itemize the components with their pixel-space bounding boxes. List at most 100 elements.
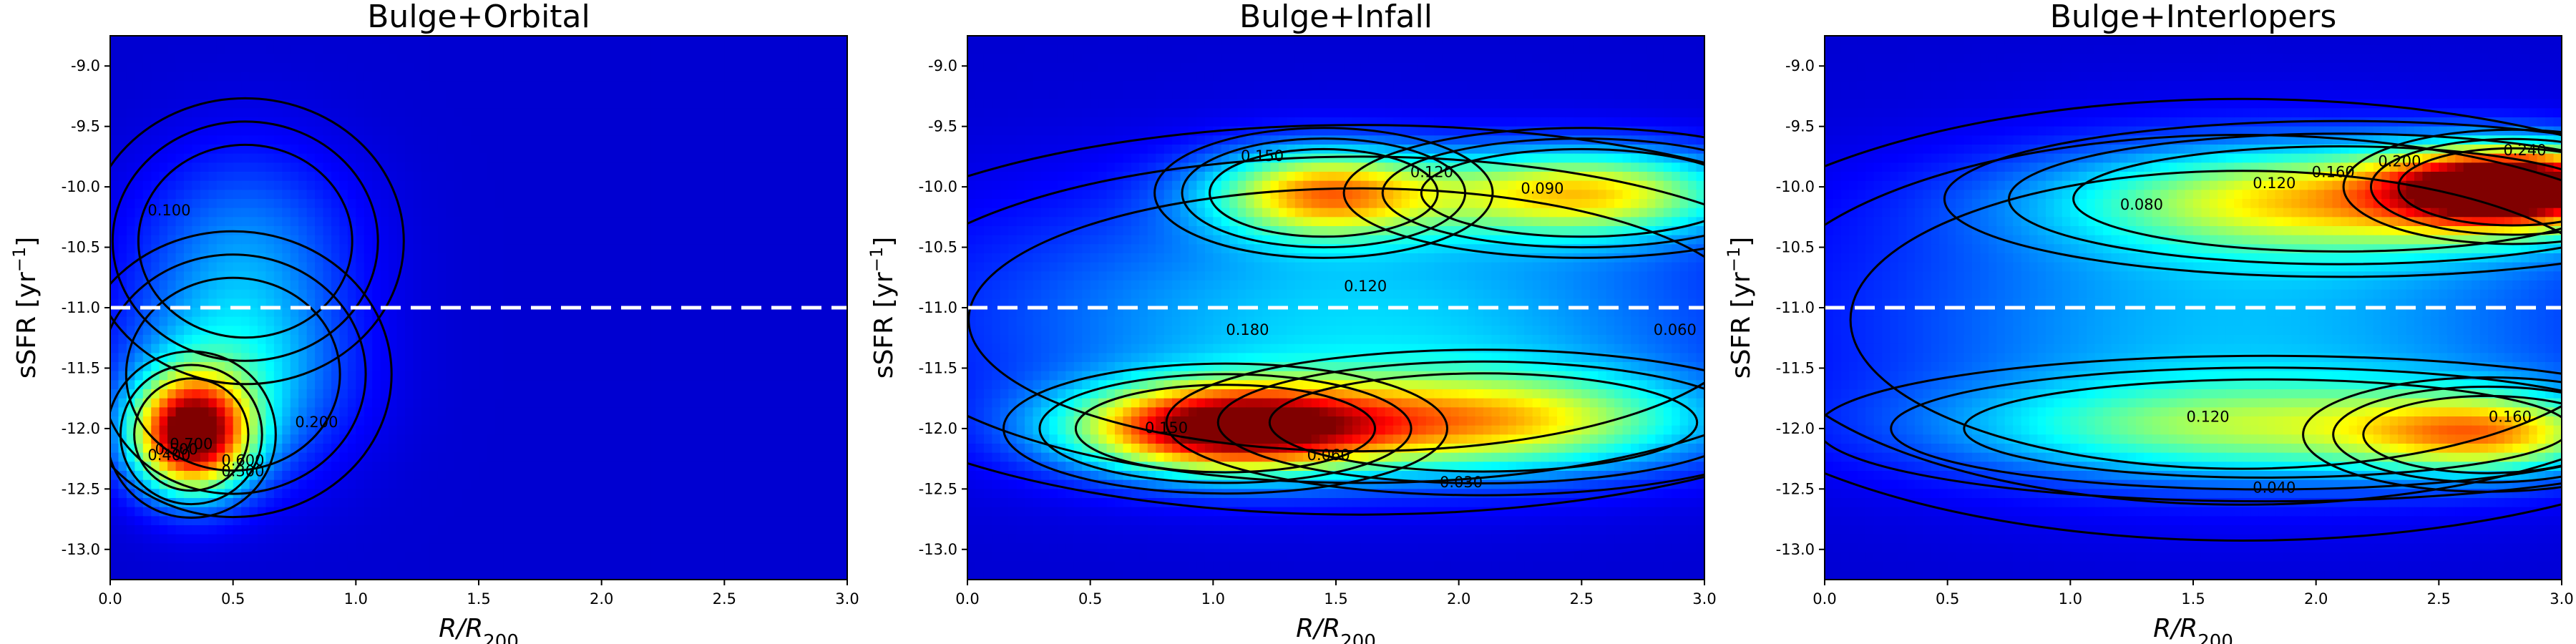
heatmap-cell: [839, 335, 847, 345]
heatmap-cell: [159, 253, 168, 263]
heatmap-cell: [765, 108, 774, 118]
heatmap-cell: [716, 335, 725, 345]
heatmap-cell: [356, 516, 365, 526]
heatmap-cell: [503, 126, 512, 136]
heatmap-cell: [683, 63, 693, 73]
heatmap-cell: [765, 90, 774, 100]
heatmap-cell: [290, 425, 299, 435]
heatmap-cell: [118, 253, 127, 263]
heatmap-cell: [724, 398, 733, 408]
heatmap-cell: [626, 343, 635, 353]
heatmap-cell: [806, 308, 815, 318]
heatmap-cell: [634, 72, 643, 82]
heatmap-cell: [241, 208, 250, 218]
heatmap-cell: [716, 262, 725, 272]
heatmap-cell: [405, 99, 414, 109]
heatmap-cell: [479, 525, 488, 535]
heatmap-cell: [724, 226, 733, 236]
heatmap-cell: [839, 262, 847, 272]
heatmap-cell: [626, 380, 635, 390]
heatmap-cell: [798, 199, 807, 209]
heatmap-cell: [634, 326, 643, 336]
heatmap-cell: [667, 489, 676, 499]
heatmap-cell: [494, 326, 504, 336]
heatmap-cell: [831, 217, 840, 227]
heatmap-cell: [446, 434, 455, 444]
heatmap-cell: [610, 145, 619, 155]
heatmap-cell: [626, 525, 635, 535]
heatmap-cell: [822, 153, 831, 163]
heatmap-cell: [527, 180, 537, 190]
heatmap-cell: [356, 353, 365, 363]
heatmap-cell: [306, 380, 316, 390]
heatmap-cell: [814, 471, 824, 481]
heatmap-cell: [446, 407, 455, 417]
heatmap-cell: [568, 217, 577, 227]
heatmap-cell: [396, 153, 406, 163]
heatmap-cell: [585, 471, 594, 481]
heatmap-cell: [331, 199, 341, 209]
heatmap-cell: [831, 326, 840, 336]
heatmap-cell: [798, 452, 807, 462]
heatmap-cell: [421, 525, 430, 535]
heatmap-cell: [380, 99, 389, 109]
heatmap-cell: [658, 99, 668, 109]
heatmap-cell: [700, 398, 709, 408]
heatmap-cell: [781, 226, 791, 236]
heatmap-cell: [167, 54, 177, 64]
heatmap-cell: [601, 353, 610, 363]
heatmap-cell: [306, 452, 316, 462]
heatmap-cell: [511, 244, 520, 254]
heatmap-cell: [421, 489, 430, 499]
heatmap-cell: [479, 316, 488, 326]
heatmap-cell: [503, 371, 512, 381]
heatmap-cell: [519, 54, 529, 64]
heatmap-cell: [658, 471, 668, 481]
heatmap-cell: [716, 44, 725, 54]
heatmap-cell: [765, 452, 774, 462]
heatmap-cell: [126, 425, 135, 435]
heatmap-cell: [593, 343, 602, 353]
heatmap-cell: [192, 190, 201, 200]
heatmap-cell: [315, 525, 324, 535]
heatmap-cell: [593, 362, 602, 372]
heatmap-cell: [446, 389, 455, 399]
heatmap-cell: [675, 271, 684, 281]
heatmap-cell: [683, 153, 693, 163]
heatmap-cell: [626, 99, 635, 109]
heatmap-cell: [454, 226, 463, 236]
heatmap-cell: [593, 108, 602, 118]
heatmap-cell: [225, 289, 234, 299]
heatmap-cell: [298, 452, 308, 462]
heatmap-cell: [364, 462, 373, 472]
heatmap-cell: [741, 416, 750, 426]
heatmap-cell: [724, 479, 733, 489]
heatmap-cell: [175, 416, 185, 426]
heatmap-cell: [503, 298, 512, 308]
heatmap-cell: [798, 407, 807, 417]
heatmap-cell: [208, 36, 218, 46]
heatmap-cell: [405, 135, 414, 145]
heatmap-cell: [273, 153, 283, 163]
heatmap-cell: [487, 507, 496, 517]
heatmap-cell: [732, 371, 741, 381]
heatmap-cell: [593, 507, 602, 517]
heatmap-cell: [519, 72, 529, 82]
heatmap-cell: [577, 235, 586, 245]
heatmap-cell: [290, 507, 299, 517]
heatmap-cell: [175, 145, 185, 155]
heatmap-cell: [700, 54, 709, 64]
heatmap-cell: [216, 135, 225, 145]
heatmap-cell: [708, 54, 717, 64]
heatmap-cell: [167, 208, 177, 218]
heatmap-cell: [789, 316, 799, 326]
heatmap-cell: [167, 145, 177, 155]
heatmap-cell: [118, 489, 127, 499]
heatmap-cell: [503, 525, 512, 535]
heatmap-cell: [658, 180, 668, 190]
heatmap-cell: [446, 462, 455, 472]
heatmap-cell: [208, 199, 218, 209]
heatmap-cell: [601, 217, 610, 227]
heatmap-cell: [577, 316, 586, 326]
heatmap-cell: [389, 298, 398, 308]
